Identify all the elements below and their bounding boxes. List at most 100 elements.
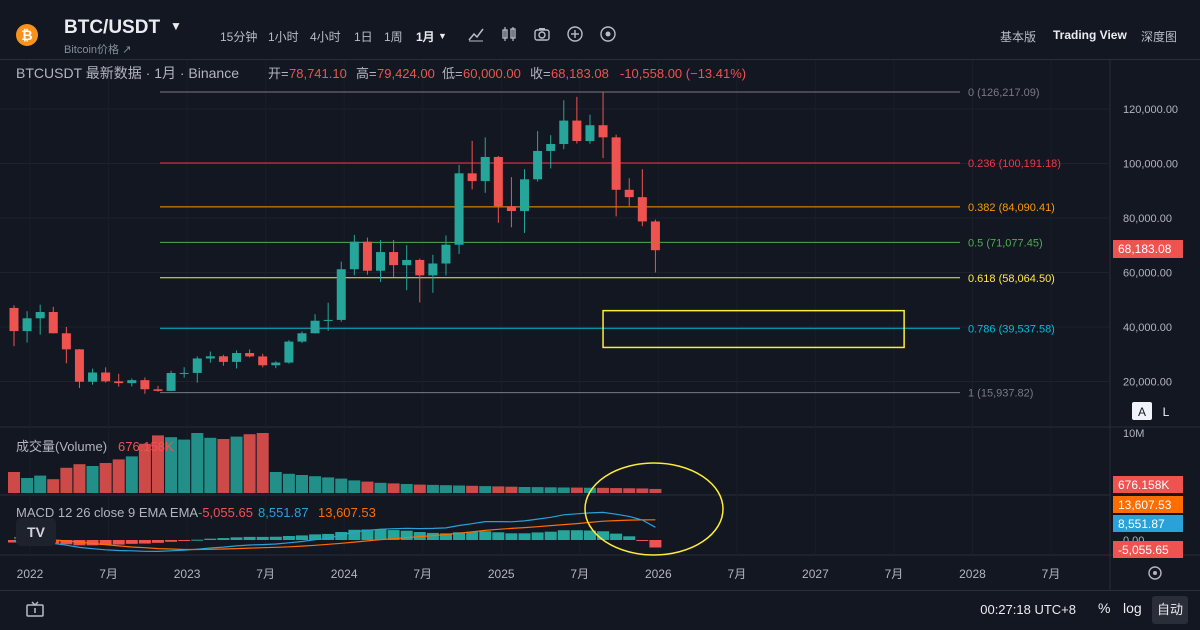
gear-icon[interactable] — [1148, 566, 1162, 580]
macd-histogram-bar — [204, 538, 217, 540]
volume-bar — [374, 482, 387, 493]
candle-body — [389, 252, 399, 266]
auto-scale-toggle[interactable]: 自动 — [1152, 596, 1188, 624]
legend-close: 68,183.08 — [551, 66, 609, 81]
volume-bar — [557, 487, 570, 493]
symbol-dropdown-caret-icon[interactable]: ▼ — [170, 19, 182, 33]
price-tick-label: 120,000.00 — [1123, 104, 1178, 116]
candle-body — [637, 197, 647, 222]
macd-histogram-bar — [492, 532, 505, 540]
time-tick-label: 2022 — [17, 567, 44, 581]
bitcoin-icon: ₿ — [16, 24, 38, 46]
volume-bar — [531, 487, 544, 493]
volume-bar — [21, 478, 34, 493]
candle-type-icon[interactable] — [500, 25, 518, 43]
candle-body — [153, 389, 163, 391]
log-scale-toggle[interactable]: log — [1123, 600, 1142, 616]
candle-body — [349, 241, 359, 270]
candle-body — [559, 120, 569, 145]
candle-body — [245, 353, 255, 357]
macd-crossover-ellipse[interactable] — [584, 462, 724, 556]
fib-label-0.5: 0.5 (71,077.45) — [968, 237, 1043, 249]
macd-histogram-bar — [583, 530, 596, 540]
highlight-box-annotation[interactable] — [602, 309, 905, 349]
time-tick-label: 2027 — [802, 567, 829, 581]
volume-bar — [570, 487, 583, 493]
timeframe-1d[interactable]: 1日 — [354, 30, 373, 44]
macd-histogram-bar — [610, 533, 623, 540]
volume-bar — [400, 484, 413, 493]
volume-axis-label: 10M — [1123, 428, 1144, 440]
volume-bar — [282, 473, 295, 493]
volume-bar — [47, 479, 60, 493]
candle-body — [323, 319, 333, 321]
timeframe-15m[interactable]: 15分钟 — [220, 30, 258, 44]
camera-icon[interactable] — [533, 25, 551, 43]
volume-bar — [125, 456, 138, 493]
fib-label-0.618: 0.618 (58,064.50) — [968, 273, 1055, 285]
candle-body — [493, 156, 503, 207]
candle-body — [624, 189, 634, 198]
view-tradingview[interactable]: Trading View — [1053, 28, 1127, 42]
volume-bar — [636, 488, 649, 493]
macd-histogram-bar — [243, 536, 256, 540]
tradingview-logo-icon: TV — [16, 518, 56, 546]
clock-time[interactable]: 00:27:18 UTC+8 — [980, 602, 1076, 617]
volume-bar — [361, 481, 374, 493]
fib-label-0.236: 0.236 (100,191.18) — [968, 158, 1061, 170]
symbol-title[interactable]: BTC/USDT — [64, 17, 161, 38]
candle-body — [61, 333, 71, 350]
macd-histogram-bar — [348, 529, 361, 540]
candle-body — [533, 150, 543, 180]
time-tick-label: 7月 — [728, 567, 747, 581]
time-tick-label: 2026 — [645, 567, 672, 581]
chart-canvas[interactable]: 0 (126,217.09) 0.236 (100,191.18) 0.382 (8… — [0, 60, 1200, 590]
time-tick-label: 7月 — [885, 567, 904, 581]
volume-bar — [269, 472, 282, 493]
auto-scale-label: A — [1138, 405, 1146, 419]
price-tick-label: 80,000.00 — [1123, 213, 1172, 225]
price-grid — [0, 60, 1110, 555]
candle-body — [415, 259, 425, 276]
candle-body — [310, 320, 320, 334]
macd-signal-badge-label: 13,607.53 — [1118, 498, 1172, 512]
macd-histogram-bar — [335, 532, 348, 540]
candle-body — [74, 349, 84, 382]
legend-open-label: 开= — [268, 66, 289, 81]
candle-body — [127, 380, 137, 384]
time-tick-label: 2024 — [331, 567, 358, 581]
macd-histogram-bar — [217, 538, 230, 540]
timeframe-1M[interactable]: 1月 — [416, 30, 435, 44]
candle-body — [88, 372, 98, 382]
candle-body — [506, 206, 516, 212]
symbol-subtitle-link[interactable]: Bitcoin价格 ↗ — [64, 44, 132, 56]
price-tick-label: 100,000.00 — [1123, 159, 1178, 171]
macd-histogram-bar — [466, 531, 479, 540]
volume-bar — [8, 472, 20, 493]
macd-histogram-bar — [138, 540, 151, 544]
log-scale-button[interactable] — [1156, 402, 1176, 420]
indicators-icon[interactable] — [467, 25, 485, 43]
price-tick-label: 20,000.00 — [1123, 377, 1172, 389]
volume-bar — [256, 433, 269, 493]
timeframe-1w[interactable]: 1周 — [384, 30, 403, 44]
macd-histogram-bar — [295, 535, 308, 540]
settings-dot-icon[interactable] — [599, 25, 617, 43]
view-basic[interactable]: 基本版 — [1000, 30, 1037, 44]
candle-body — [218, 356, 228, 362]
fib-label-0.382: 0.382 (84,090.41) — [968, 202, 1055, 214]
replay-icon[interactable] — [24, 599, 46, 621]
auto-scale-button[interactable] — [1132, 402, 1152, 420]
time-tick-label: 7月 — [99, 567, 118, 581]
add-icon[interactable] — [566, 25, 584, 43]
macd-histogram-bar — [256, 536, 269, 540]
view-depth[interactable]: 深度图 — [1141, 30, 1178, 44]
fib-label-0: 0 (126,217.09) — [968, 87, 1040, 99]
timeframe-1h[interactable]: 1小时 — [268, 30, 299, 44]
macd-title: MACD 12 26 close 9 EMA EMA — [16, 505, 198, 520]
timeframe-4h[interactable]: 4小时 — [310, 30, 341, 44]
timeframe-dropdown-icon[interactable]: ▼ — [438, 31, 447, 41]
macd-histogram-bar — [518, 533, 531, 540]
candle-body — [402, 259, 412, 266]
percent-scale-button[interactable]: % — [1098, 600, 1111, 616]
